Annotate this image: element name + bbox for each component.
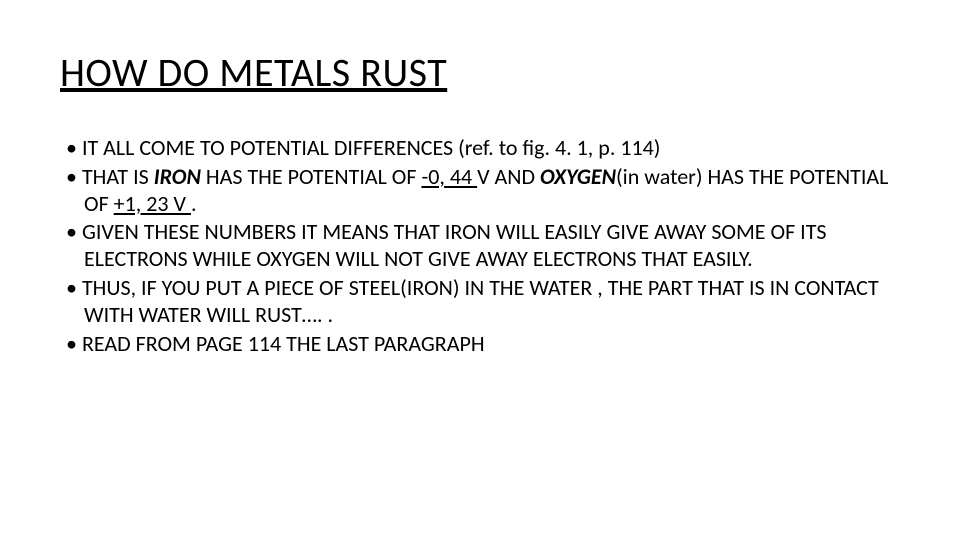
list-item: THAT IS IRON HAS THE POTENTIAL OF -0, 44… [66,164,900,218]
text-segment: THUS, IF YOU PUT A PIECE OF STEEL(IRON) … [82,274,879,328]
text-segment: V AND [477,163,540,190]
list-item: GIVEN THESE NUMBERS IT MEANS THAT IRON W… [66,219,900,273]
text-segment: -0, 44 [421,163,477,190]
text-segment: . [191,190,197,217]
slide-title: HOW DO METALS RUST [60,48,900,97]
text-segment: IRON [154,163,201,190]
list-item: READ FROM PAGE 114 THE LAST PARAGRAPH [66,331,900,358]
bullet-list: IT ALL COME TO POTENTIAL DIFFERENCES (re… [60,135,900,358]
text-segment: GIVEN THESE NUMBERS IT MEANS THAT IRON W… [82,218,827,272]
text-segment: READ FROM PAGE 114 THE LAST PARAGRAPH [82,330,485,357]
text-segment: HAS THE POTENTIAL OF [201,163,422,190]
list-item: THUS, IF YOU PUT A PIECE OF STEEL(IRON) … [66,275,900,329]
text-segment: +1, 23 V [114,190,191,217]
slide: HOW DO METALS RUST IT ALL COME TO POTENT… [0,0,960,540]
text-segment: THAT IS [82,163,154,190]
text-segment: OXYGEN [540,163,616,190]
list-item: IT ALL COME TO POTENTIAL DIFFERENCES (re… [66,135,900,162]
text-segment: IT ALL COME TO POTENTIAL DIFFERENCES (re… [82,134,661,161]
